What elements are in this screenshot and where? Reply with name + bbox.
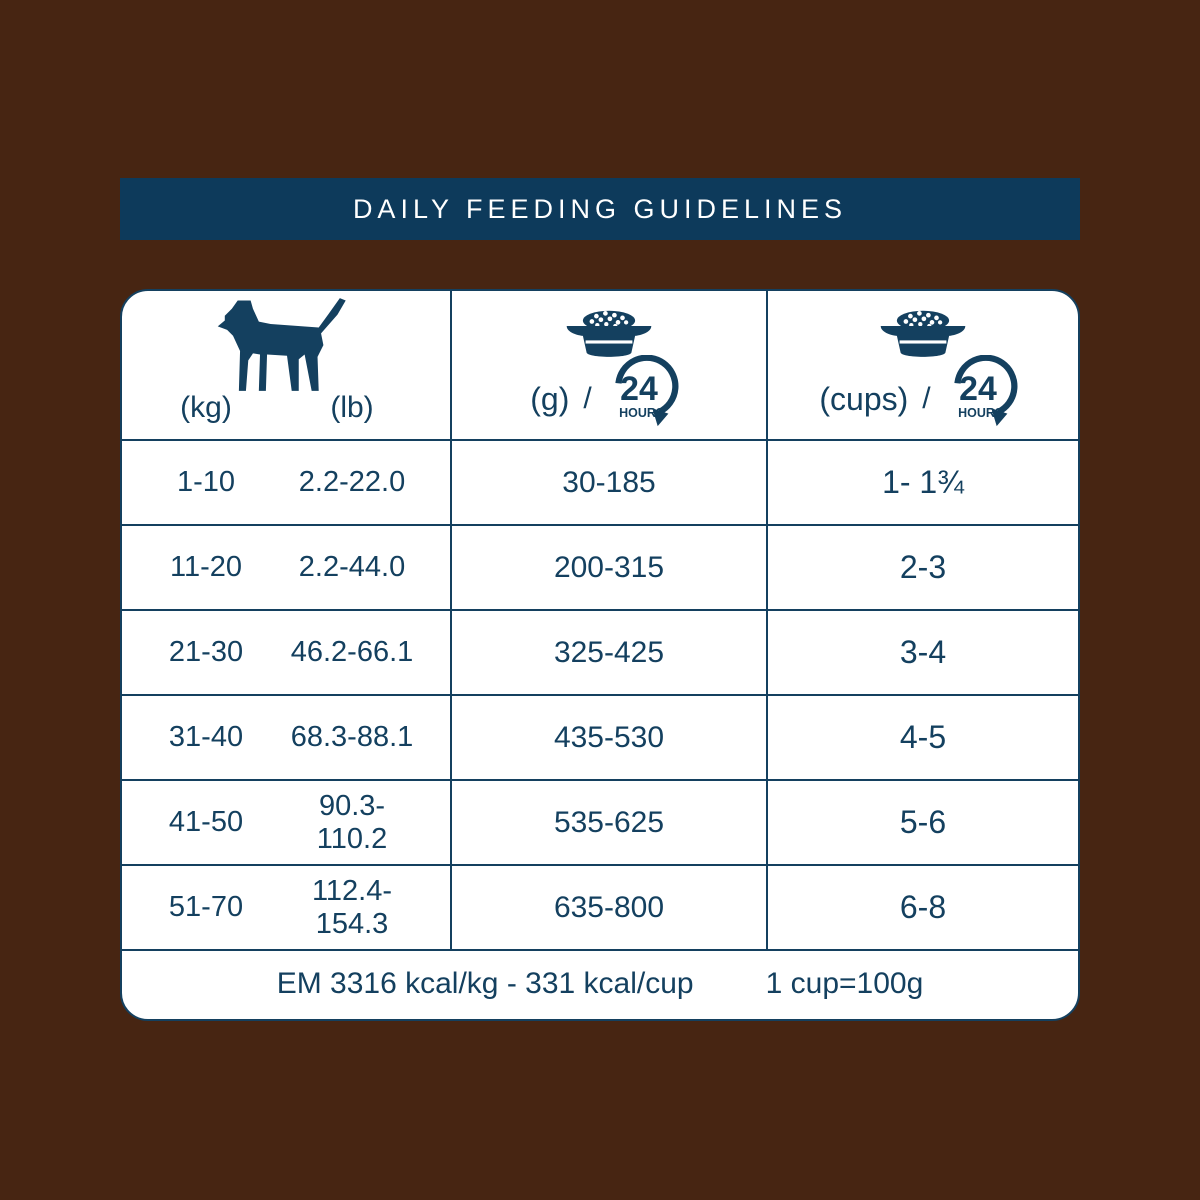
hours-word: HOURS [958,406,1003,420]
kg-value: 11-20 [169,551,243,583]
cups-cell: 6-8 [899,889,947,925]
dog-icon [217,298,346,391]
lb-value: 46.2-66.1 [290,636,414,668]
kg-value: 51-70 [168,891,244,923]
cup-conversion: 1 cup=100g [765,967,924,1000]
weight-cell: 11-20 2.2-44.0 [122,526,452,609]
kg-label: (kg) [180,391,232,424]
grams-header-cell: (g) / 24 HOURS [452,291,768,439]
hours-word: HOURS [619,406,664,420]
weight-cell: 1-10 2.2-22.0 [122,441,452,524]
hours-number: 24 [620,370,658,408]
lb-value: 2.2-22.0 [298,466,406,498]
weight-unit-labels: (kg) (lb) [122,391,450,425]
lb-label: (lb) [330,391,374,424]
weight-cell: 31-40 68.3-88.1 [122,696,452,779]
grams-unit-label: (g) [530,380,570,417]
table-footer: EM 3316 kcal/kg - 331 kcal/cup 1 cup=100… [122,949,1078,1017]
table-row: 1-10 2.2-22.0 30-185 1- 1¾ [122,439,1078,524]
cups-cell: 1- 1¾ [882,464,964,500]
kg-value: 21-30 [168,636,244,668]
lb-value: 112.4-154.3 [311,874,393,940]
table-row: 51-70 112.4-154.3 635-800 6-8 [122,864,1078,949]
table-row: 41-50 90.3-110.2 535-625 5-6 [122,779,1078,864]
cups-cell: 2-3 [899,549,947,585]
kg-value: 31-40 [168,721,244,753]
feeding-title-bar: DAILY FEEDING GUIDELINES [120,178,1080,240]
food-bowl-icon [880,310,966,357]
feeding-table-card: (kg) (lb) (g) [120,289,1080,1021]
weight-cell: 41-50 90.3-110.2 [122,781,452,864]
grams-cell: 635-800 [452,866,768,949]
grams-cell: 535-625 [452,781,768,864]
table-row: 21-30 46.2-66.1 325-425 3-4 [122,609,1078,694]
energy-info: EM 3316 kcal/kg - 331 kcal/cup [276,967,694,1000]
kg-value: 1-10 [176,466,236,498]
cups-cell: 4-5 [899,719,947,755]
cups-cell: 3-4 [899,634,947,670]
slash-separator: / [922,382,931,415]
table-row: 31-40 68.3-88.1 435-530 4-5 [122,694,1078,779]
grams-cell: 30-185 [452,441,768,524]
food-bowl-icon [566,310,652,357]
grams-cell: 200-315 [452,526,768,609]
lb-value: 2.2-44.0 [298,551,406,583]
cups-header-cell: (cups) / 24 HOURS [768,291,1078,439]
kg-value: 41-50 [168,806,244,838]
24-hours-icon: 24 HOURS [954,355,1018,427]
page-title: DAILY FEEDING GUIDELINES [352,193,848,224]
table-row: 11-20 2.2-44.0 200-315 2-3 [122,524,1078,609]
grams-cell: 435-530 [452,696,768,779]
lb-value: 90.3-110.2 [316,789,388,855]
slash-separator: / [583,382,592,415]
grams-cell: 325-425 [452,611,768,694]
weight-cell: 51-70 112.4-154.3 [122,866,452,949]
lb-value: 68.3-88.1 [290,721,414,753]
grams-unit-row: (g) / 24 HOURS [530,355,687,433]
cups-cell: 5-6 [899,804,947,840]
cups-unit-label: (cups) [819,380,909,417]
weight-header-cell: (kg) (lb) [122,291,452,439]
weight-cell: 21-30 46.2-66.1 [122,611,452,694]
table-header-row: (kg) (lb) (g) [122,291,1078,439]
24-hours-icon: 24 HOURS [615,355,679,427]
cups-unit-row: (cups) / 24 HOURS [819,355,1026,433]
hours-number: 24 [959,370,997,408]
